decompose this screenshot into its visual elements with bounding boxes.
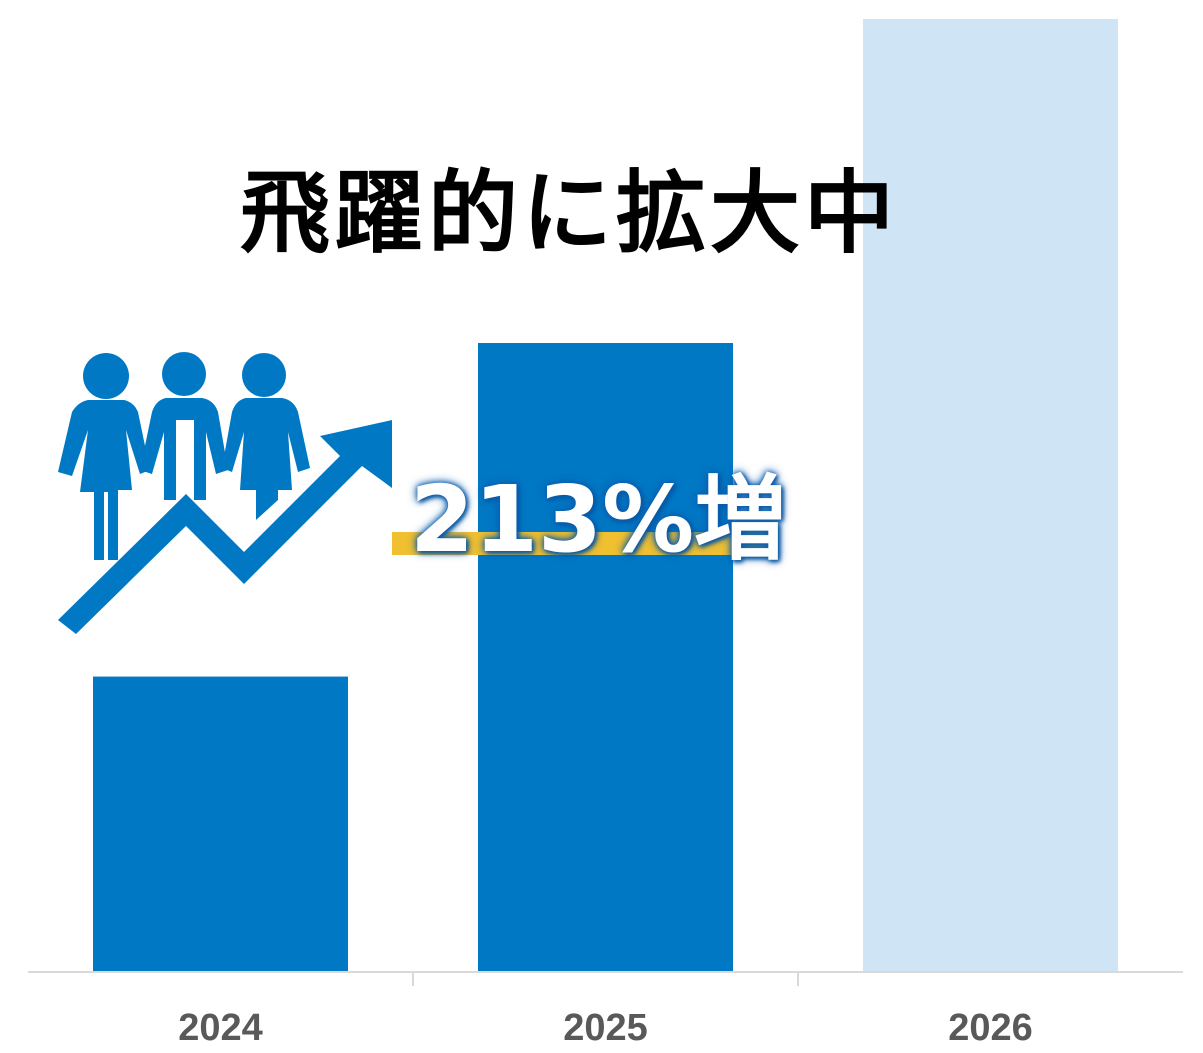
bar-2024	[93, 676, 348, 972]
x-tick-label-2025: 2025	[563, 1007, 648, 1049]
x-axis	[28, 971, 1183, 986]
x-tick-label-2024: 2024	[178, 1007, 263, 1049]
bars-group	[93, 19, 1118, 972]
bar-2026	[863, 19, 1118, 972]
growth-annotation: 213%増	[410, 466, 787, 573]
x-tick-label-2026: 2026	[948, 1007, 1033, 1049]
annotation-highlight	[392, 532, 774, 555]
people-growth-arrow-icon	[58, 352, 392, 634]
x-tick-labels: 2024 2025 2026	[178, 1007, 1033, 1049]
chart-title: 飛躍的に拡大中	[240, 161, 898, 266]
bar-2025	[478, 343, 733, 972]
